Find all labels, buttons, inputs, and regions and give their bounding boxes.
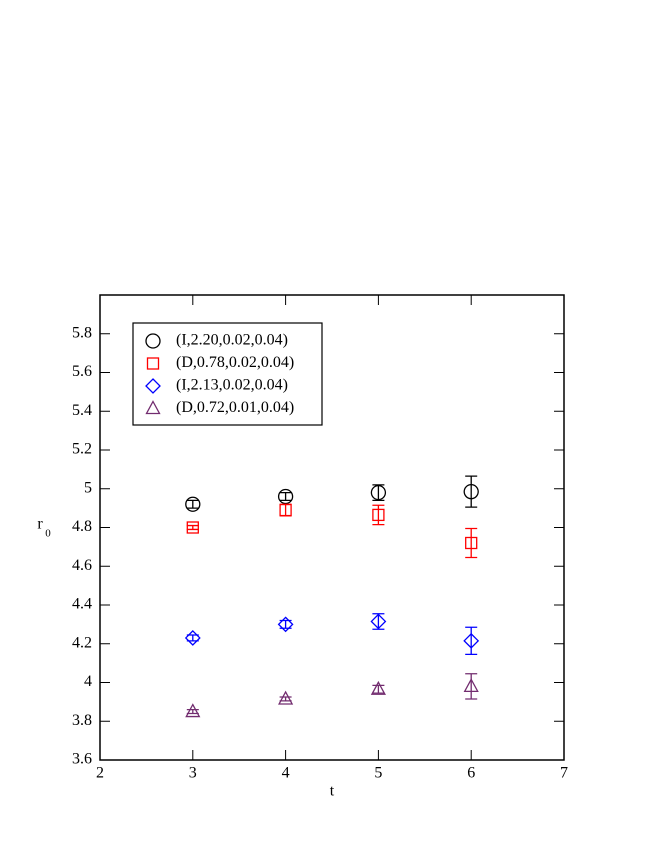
x-tick-label: 3 [189, 765, 197, 782]
y-tick-label: 5.2 [72, 441, 92, 458]
marker [465, 536, 478, 550]
error-bar [465, 673, 478, 700]
y-tick-label: 5.8 [72, 324, 92, 341]
x-tick-label: 4 [282, 765, 290, 782]
error-bar [465, 626, 478, 656]
marker [463, 632, 480, 649]
marker [185, 496, 201, 512]
marker [145, 400, 161, 415]
marker [146, 357, 160, 370]
marker [279, 503, 292, 517]
error-bar [186, 524, 199, 531]
marker [372, 508, 385, 522]
marker [463, 484, 479, 500]
legend-label: (D,0.78,0.02,0.04) [176, 354, 294, 371]
y-tick-label: 4.2 [72, 634, 92, 651]
y-tick-label: 4 [84, 673, 92, 690]
error-bar [372, 484, 385, 502]
marker [186, 521, 199, 534]
legend-label: (I,2.13,0.02,0.04) [176, 377, 288, 394]
x-tick-label: 5 [374, 765, 382, 782]
y-tick-label: 4.6 [72, 557, 92, 574]
error-bar [372, 504, 385, 526]
error-bar [279, 491, 292, 502]
error-bar [372, 684, 385, 694]
y-tick-label: 4.8 [72, 518, 92, 535]
error-bar [186, 499, 199, 509]
y-tick-label: 5.4 [72, 402, 92, 419]
marker [185, 703, 201, 718]
y-tick-label: 5 [84, 479, 92, 496]
error-bar [465, 527, 478, 559]
marker [277, 488, 294, 505]
legend-box [132, 322, 323, 426]
x-tick-label: 6 [467, 765, 475, 782]
y-tick-label: 3.8 [72, 712, 92, 729]
x-tick-label: 2 [96, 765, 104, 782]
marker [370, 613, 387, 630]
error-bar [186, 708, 199, 715]
error-bar [279, 503, 292, 517]
marker [370, 680, 386, 695]
marker [463, 678, 479, 693]
marker [184, 630, 201, 646]
y-tick-label: 5.6 [72, 363, 92, 380]
error-bar [465, 475, 478, 508]
y-axis-label-subscript: 0 [45, 528, 51, 540]
error-bar [279, 696, 292, 702]
marker [278, 690, 294, 705]
marker [145, 333, 161, 349]
marker [370, 484, 387, 501]
error-bar [372, 613, 385, 630]
x-axis-label: t [330, 783, 335, 800]
legend-label: (D,0.72,0.01,0.04) [176, 399, 294, 416]
marker [145, 378, 161, 394]
y-tick-label: 4.4 [72, 596, 92, 613]
x-tick-label: 7 [560, 765, 568, 782]
marker [277, 616, 294, 633]
y-axis-label: r [37, 516, 43, 533]
y-tick-label: 3.6 [72, 751, 92, 768]
legend-label: (I,2.20,0.02,0.04) [176, 332, 288, 349]
